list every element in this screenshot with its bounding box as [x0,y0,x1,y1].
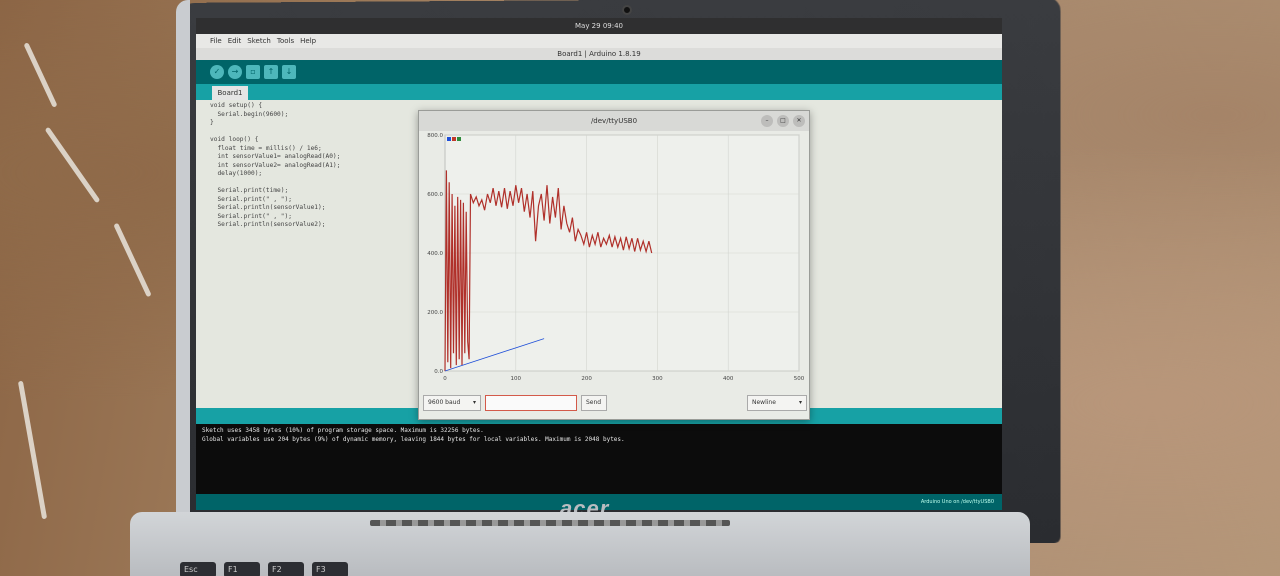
maximize-icon[interactable]: □ [777,115,789,127]
chevron-down-icon: ▾ [472,399,476,406]
new-sketch-icon[interactable]: ▫ [246,65,260,79]
code-text: void setup() { Serial.begin(9600);} void… [210,102,340,230]
baud-select[interactable]: 9600 baud ▾ [423,395,481,411]
x-tick-label: 400 [723,376,734,382]
console-output: Sketch uses 3458 bytes (10%) of program … [196,424,1002,494]
laptop-screen: May 29 09:40 File Edit Sketch Tools Help… [196,18,1002,510]
open-sketch-icon[interactable]: ↑ [264,65,278,79]
y-tick-label: 400.0 [427,251,443,257]
code-line: Serial.print(time); [210,187,289,194]
plot-area: 0.0 200.0 400.0 600.0 800.0 100 200 300 400 500 0 [423,131,807,385]
code-line: int sensorValue2= analogRead(A1); [210,161,341,169]
send-button-label: Send [586,399,602,406]
tab-board1[interactable]: Board1 [212,86,248,100]
line-ending-select[interactable]: Newline ▾ [747,395,807,411]
menu-tools[interactable]: Tools [276,37,295,45]
code-line: Serial.print(" , "); [210,212,292,220]
x-tick-label: 300 [652,376,663,382]
x-tick-label: 0 [443,376,447,382]
x-tick-label: 500 [794,376,805,382]
laptop-lid-edge [176,0,190,540]
send-button[interactable]: Send [581,395,607,411]
menu-bar: File Edit Sketch Tools Help [196,34,1002,48]
code-line: Serial.println(sensorValue1); [210,204,326,211]
menu-edit[interactable]: Edit [227,37,242,45]
y-tick-label: 0.0 [434,369,443,375]
verify-icon[interactable]: ✓ [210,65,224,79]
system-top-bar: May 29 09:40 [196,18,1002,34]
code-line [210,179,340,188]
legend-swatch [447,137,451,141]
ground-crack [44,126,101,204]
webcam-icon [622,5,632,15]
keyboard-row: Esc F1 F2 F3 [180,562,348,576]
code-line: int sensorValue1= analogRead(A0); [210,153,341,160]
console-line: Sketch uses 3458 bytes (10%) of program … [202,427,484,434]
ground-crack [23,42,58,108]
plotter-controls: 9600 baud ▾ Send Newline ▾ [423,395,807,413]
line-ending-value: Newline [752,399,776,406]
x-tick-label: 100 [511,376,522,382]
code-line: } [210,119,214,126]
chevron-down-icon: ▾ [798,399,802,406]
code-line: Serial.print(" , "); [210,195,292,203]
minimize-icon[interactable]: – [761,115,773,127]
console-line: Global variables use 204 bytes (9%) of d… [202,436,625,443]
series-line-1 [444,170,653,372]
x-tick-label: 200 [581,376,592,382]
plotter-title-bar: /dev/ttyUSB0 – □ ✕ [419,111,809,131]
tabs-bar: Board1 [196,84,1002,100]
code-line: delay(1000); [210,170,263,177]
close-icon[interactable]: ✕ [793,115,805,127]
menu-file[interactable]: File [210,37,222,45]
baud-value: 9600 baud [428,399,461,406]
send-input[interactable] [485,395,577,411]
serial-plot-chart: 0.0 200.0 400.0 600.0 800.0 100 200 300 400 500 0 [427,133,805,382]
y-tick-label: 200.0 [427,310,443,316]
upload-icon[interactable]: → [228,65,242,79]
f3-key[interactable]: F3 [312,562,348,576]
save-sketch-icon[interactable]: ↓ [282,65,296,79]
window-title-bar: Board1 | Arduino 1.8.19 [196,48,1002,60]
f1-key[interactable]: F1 [224,562,260,576]
esc-key[interactable]: Esc [180,562,216,576]
f2-key[interactable]: F2 [268,562,304,576]
ground-crack [113,222,152,298]
code-line [210,128,340,137]
code-line: float time = millis() / 1e6; [210,144,322,152]
y-tick-label: 600.0 [427,192,443,198]
ground-crack [17,380,48,520]
code-line: Serial.println(sensorValue2); [210,221,326,228]
window-title: Board1 | Arduino 1.8.19 [557,50,641,58]
serial-plotter-window: /dev/ttyUSB0 – □ ✕ 0.0 200.0 400.0 600.0 800… [418,110,810,420]
ide-toolbar: ✓ → ▫ ↑ ↓ [196,60,1002,84]
code-line: void loop() { [210,136,259,143]
system-clock: May 29 09:40 [574,22,623,30]
plotter-title: /dev/ttyUSB0 [590,117,638,125]
status-bar: Arduino Uno on /dev/ttyUSB0 [196,494,1002,510]
series-line-2 [444,338,545,372]
menu-help[interactable]: Help [300,37,317,45]
legend-swatch [452,137,456,141]
board-status: Arduino Uno on /dev/ttyUSB0 [920,499,994,505]
laptop-hinge [370,520,730,526]
code-line: Serial.begin(9600); [210,110,289,118]
legend-swatch [457,137,461,141]
y-tick-label: 800.0 [427,133,443,139]
code-line: void setup() { [210,102,263,109]
menu-sketch[interactable]: Sketch [247,37,271,45]
